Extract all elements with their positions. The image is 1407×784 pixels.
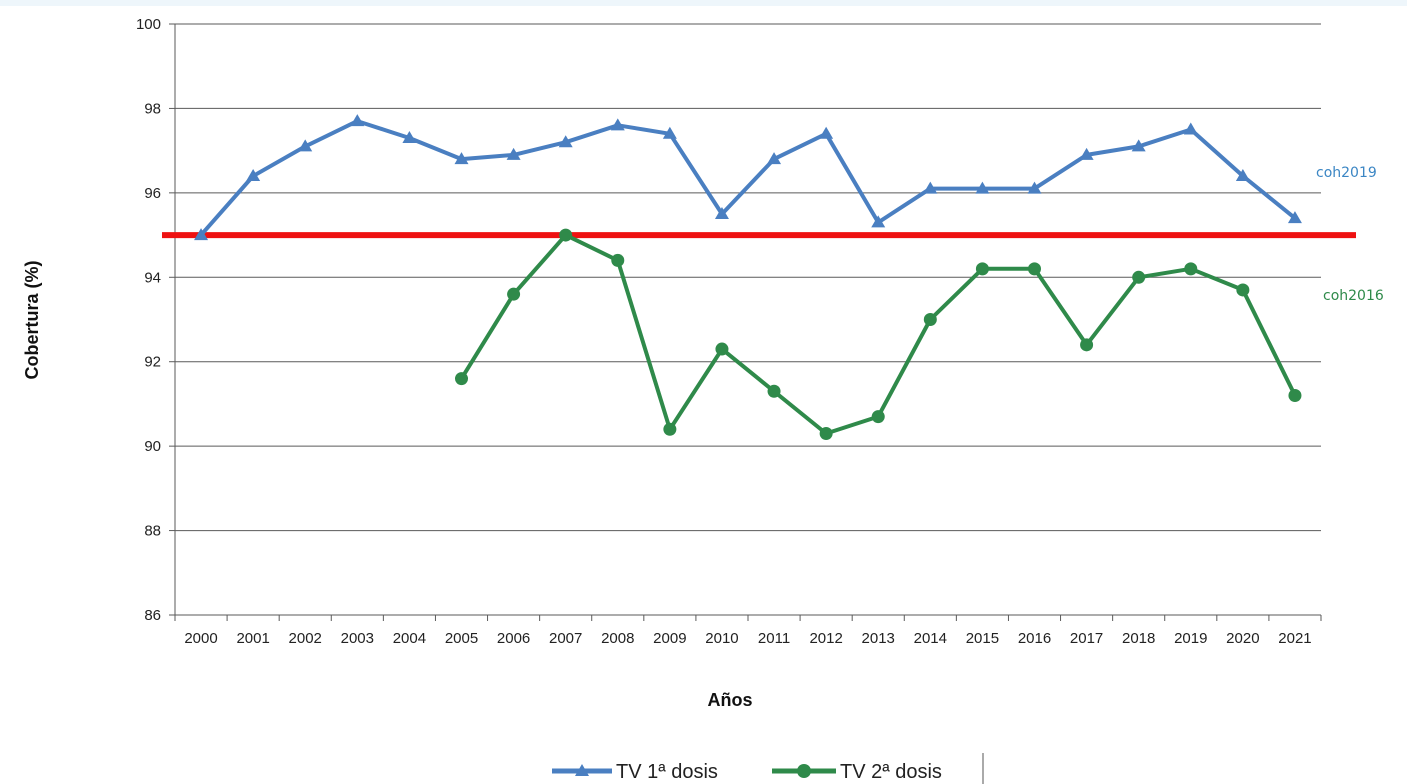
- data-point-s2-2011: [767, 384, 781, 398]
- x-tick-label-2009: 2009: [653, 630, 686, 647]
- x-tick-label-2018: 2018: [1122, 630, 1155, 647]
- y-tick-label: 88: [144, 523, 161, 540]
- data-point-s1-2018: [1131, 139, 1146, 152]
- legend-marker-circle: [797, 764, 811, 778]
- y-tick-label: 94: [144, 269, 161, 286]
- x-tick-label-2017: 2017: [1070, 630, 1103, 647]
- data-point-s1-2012: [819, 126, 834, 139]
- x-tick-label-2010: 2010: [705, 630, 738, 647]
- y-tick-label: 96: [144, 185, 161, 202]
- data-point-s2-2019: [1184, 262, 1198, 276]
- data-point-s1-2002: [298, 139, 313, 152]
- annotation-coh2016: coh2016: [1323, 288, 1384, 304]
- data-point-s1-2014: [923, 181, 938, 194]
- data-point-s1-2009: [662, 126, 677, 139]
- series-1-line: [199, 119, 1297, 237]
- x-tick-label-2006: 2006: [497, 630, 530, 647]
- data-point-s1-2021: [1287, 211, 1302, 224]
- data-point-s1-2015: [975, 181, 990, 194]
- data-point-s2-2013: [871, 410, 885, 424]
- x-tick-label-2019: 2019: [1174, 630, 1207, 647]
- data-point-s2-2009: [663, 422, 677, 436]
- data-point-s2-2008: [611, 253, 625, 267]
- x-tick-label-2012: 2012: [809, 630, 842, 647]
- x-tick-label-2020: 2020: [1226, 630, 1259, 647]
- x-tick-label-2001: 2001: [236, 630, 269, 647]
- y-tick-label: 90: [144, 438, 161, 455]
- legend-item-series-1[interactable]: TV 1ª dosis: [552, 761, 718, 783]
- series-group: [194, 114, 1302, 440]
- data-point-s1-2017: [1079, 147, 1094, 160]
- data-point-s1-2006: [506, 147, 521, 160]
- data-point-s2-2017: [1080, 338, 1094, 352]
- x-tick-label-2008: 2008: [601, 630, 634, 647]
- series-1: [194, 114, 1302, 241]
- x-tick-label-2013: 2013: [862, 630, 895, 647]
- tick-labels: 86 88 90 92 94 96 98 100 2000 2001 2002 2003 2004 200…: [136, 16, 1312, 647]
- y-tick-label: 92: [144, 354, 161, 371]
- x-tick-label-2000: 2000: [184, 630, 217, 647]
- data-point-s1-2019: [1183, 122, 1198, 135]
- data-point-s2-2012: [819, 426, 833, 440]
- y-axis-label: Cobertura (%): [22, 260, 42, 379]
- x-tick-label-2002: 2002: [289, 630, 322, 647]
- legend-marker-triangle: [575, 764, 589, 776]
- data-point-s1-2016: [1027, 181, 1042, 194]
- x-tick-label-2014: 2014: [914, 630, 947, 647]
- y-tick-label: 98: [144, 100, 161, 117]
- data-point-s1-2010: [714, 206, 729, 219]
- top-band: [0, 0, 1407, 6]
- x-tick-label-2005: 2005: [445, 630, 478, 647]
- gridlines: [175, 23, 1321, 532]
- axes: [169, 23, 1322, 621]
- y-tick-label: 86: [144, 607, 161, 624]
- data-point-s1-2001: [246, 168, 261, 181]
- data-point-s1-2011: [767, 152, 782, 165]
- data-point-s2-2006: [507, 287, 521, 301]
- data-point-s1-2007: [558, 135, 573, 148]
- series-2-line: [459, 233, 1297, 436]
- x-tick-label-2015: 2015: [966, 630, 999, 647]
- data-point-s1-2013: [871, 215, 886, 228]
- data-point-s2-2005: [455, 372, 468, 386]
- legend: TV 1ª dosis TV 2ª dosis: [552, 753, 984, 784]
- data-point-s1-2005: [454, 152, 469, 165]
- x-tick-label-2003: 2003: [341, 630, 374, 647]
- data-point-s1-2003: [350, 114, 365, 127]
- data-point-s2-2021: [1288, 388, 1302, 402]
- x-axis-label: Años: [708, 690, 753, 710]
- data-point-s1-2008: [610, 118, 625, 131]
- data-point-s2-2014: [923, 313, 937, 326]
- x-tick-label-2011: 2011: [758, 630, 790, 647]
- annotation-coh2019: coh2019: [1316, 165, 1377, 181]
- legend-label-series-1: TV 1ª dosis: [616, 761, 718, 783]
- data-point-s2-2010: [715, 342, 729, 356]
- x-tick-label-2021: 2021: [1278, 630, 1311, 647]
- legend-item-series-2[interactable]: TV 2ª dosis: [772, 761, 942, 783]
- data-point-s2-2015: [975, 262, 989, 276]
- x-tick-label-2007: 2007: [549, 630, 582, 647]
- data-point-s2-2020: [1236, 283, 1250, 297]
- data-point-s1-2020: [1235, 168, 1250, 181]
- data-point-s1-2004: [402, 130, 417, 143]
- legend-label-series-2: TV 2ª dosis: [840, 761, 942, 783]
- x-tick-label-2016: 2016: [1018, 630, 1051, 647]
- data-point-s1-2000: [194, 228, 209, 241]
- y-tick-label: 100: [136, 16, 161, 33]
- data-point-s2-2007: [559, 228, 573, 242]
- data-point-s2-2018: [1132, 270, 1146, 284]
- series-2: [455, 228, 1302, 440]
- x-tick-label-2004: 2004: [393, 630, 426, 647]
- data-point-s2-2016: [1028, 262, 1041, 276]
